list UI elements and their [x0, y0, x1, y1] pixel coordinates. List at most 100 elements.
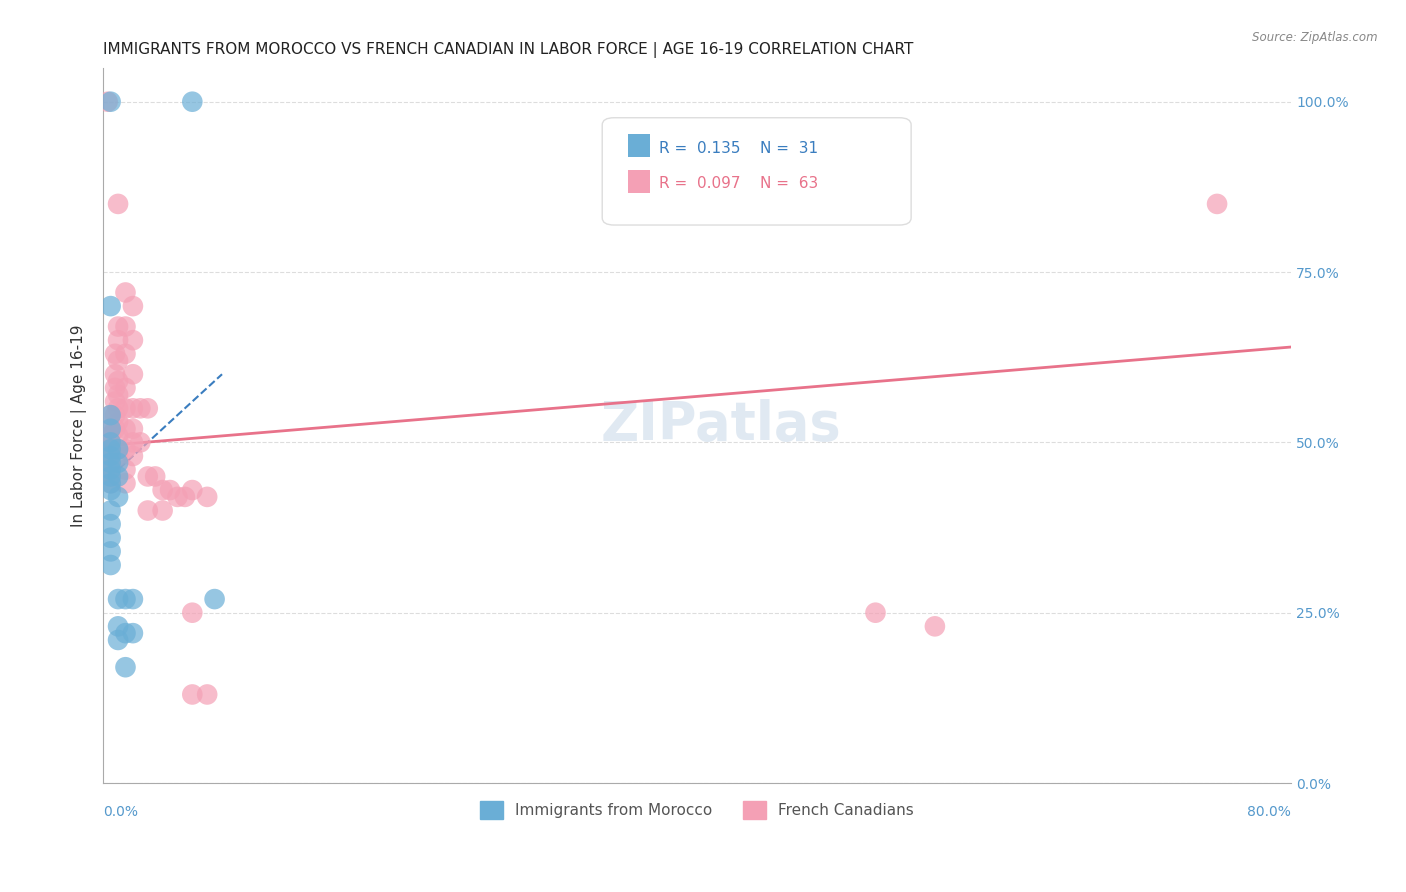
French Canadians [136, 503, 159, 517]
French Canadians [159, 483, 181, 497]
Immigrants from Morocco [100, 435, 122, 450]
French Canadians [104, 394, 127, 409]
Immigrants from Morocco [100, 476, 122, 491]
Immigrants from Morocco [114, 592, 136, 607]
French Canadians [107, 333, 129, 347]
French Canadians [152, 503, 174, 517]
French Canadians [100, 476, 122, 491]
Immigrants from Morocco [107, 490, 129, 504]
Immigrants from Morocco [107, 469, 129, 483]
French Canadians [1206, 197, 1229, 211]
Immigrants from Morocco [100, 95, 122, 109]
French Canadians [122, 299, 145, 313]
French Canadians [114, 381, 136, 395]
FancyBboxPatch shape [628, 134, 650, 157]
French Canadians [107, 197, 129, 211]
Immigrants from Morocco [100, 422, 122, 436]
Immigrants from Morocco [100, 462, 122, 476]
French Canadians [136, 401, 159, 416]
Immigrants from Morocco [100, 544, 122, 558]
Immigrants from Morocco [100, 503, 122, 517]
French Canadians [107, 374, 129, 388]
French Canadians [865, 606, 887, 620]
French Canadians [181, 606, 204, 620]
French Canadians [107, 319, 129, 334]
Immigrants from Morocco [114, 626, 136, 640]
French Canadians [114, 347, 136, 361]
French Canadians [107, 449, 129, 463]
French Canadians [152, 483, 174, 497]
Legend: Immigrants from Morocco, French Canadians: Immigrants from Morocco, French Canadian… [474, 795, 921, 825]
French Canadians [104, 422, 127, 436]
French Canadians [114, 442, 136, 457]
Text: IMMIGRANTS FROM MOROCCO VS FRENCH CANADIAN IN LABOR FORCE | AGE 16-19 CORRELATIO: IMMIGRANTS FROM MOROCCO VS FRENCH CANADI… [103, 42, 914, 58]
Text: R =  0.135    N =  31: R = 0.135 N = 31 [659, 141, 818, 155]
Immigrants from Morocco [100, 531, 122, 545]
French Canadians [107, 401, 129, 416]
French Canadians [104, 347, 127, 361]
French Canadians [114, 285, 136, 300]
French Canadians [114, 422, 136, 436]
French Canadians [100, 462, 122, 476]
Immigrants from Morocco [100, 558, 122, 572]
French Canadians [122, 368, 145, 382]
Immigrants from Morocco [107, 456, 129, 470]
French Canadians [100, 428, 122, 442]
French Canadians [100, 469, 122, 483]
FancyBboxPatch shape [602, 118, 911, 225]
French Canadians [129, 401, 152, 416]
French Canadians [122, 422, 145, 436]
French Canadians [136, 469, 159, 483]
French Canadians [107, 387, 129, 401]
French Canadians [114, 401, 136, 416]
Immigrants from Morocco [114, 660, 136, 674]
Immigrants from Morocco [122, 626, 145, 640]
French Canadians [100, 456, 122, 470]
French Canadians [181, 688, 204, 702]
French Canadians [100, 422, 122, 436]
French Canadians [104, 381, 127, 395]
French Canadians [100, 442, 122, 457]
Immigrants from Morocco [122, 592, 145, 607]
French Canadians [143, 469, 166, 483]
French Canadians [122, 401, 145, 416]
Immigrants from Morocco [107, 632, 129, 647]
Immigrants from Morocco [100, 442, 122, 457]
French Canadians [100, 449, 122, 463]
Immigrants from Morocco [107, 619, 129, 633]
Immigrants from Morocco [100, 483, 122, 497]
French Canadians [104, 368, 127, 382]
French Canadians [107, 442, 129, 457]
French Canadians [97, 95, 120, 109]
French Canadians [122, 435, 145, 450]
FancyBboxPatch shape [628, 170, 650, 193]
French Canadians [100, 435, 122, 450]
Immigrants from Morocco [100, 299, 122, 313]
Immigrants from Morocco [107, 592, 129, 607]
French Canadians [166, 490, 188, 504]
French Canadians [122, 333, 145, 347]
French Canadians [114, 462, 136, 476]
Immigrants from Morocco [100, 517, 122, 532]
French Canadians [107, 353, 129, 368]
Text: Source: ZipAtlas.com: Source: ZipAtlas.com [1253, 31, 1378, 45]
French Canadians [195, 490, 218, 504]
Immigrants from Morocco [107, 442, 129, 457]
French Canadians [107, 415, 129, 429]
French Canadians [100, 408, 122, 422]
Immigrants from Morocco [100, 456, 122, 470]
Text: ZIPatlas: ZIPatlas [600, 400, 841, 451]
French Canadians [104, 408, 127, 422]
French Canadians [107, 428, 129, 442]
French Canadians [129, 435, 152, 450]
French Canadians [114, 476, 136, 491]
Immigrants from Morocco [100, 449, 122, 463]
French Canadians [181, 483, 204, 497]
French Canadians [174, 490, 197, 504]
Text: R =  0.097    N =  63: R = 0.097 N = 63 [659, 177, 818, 192]
Immigrants from Morocco [181, 95, 204, 109]
Text: 0.0%: 0.0% [103, 805, 138, 820]
Y-axis label: In Labor Force | Age 16-19: In Labor Force | Age 16-19 [72, 324, 87, 526]
Text: 80.0%: 80.0% [1247, 805, 1291, 820]
French Canadians [114, 319, 136, 334]
